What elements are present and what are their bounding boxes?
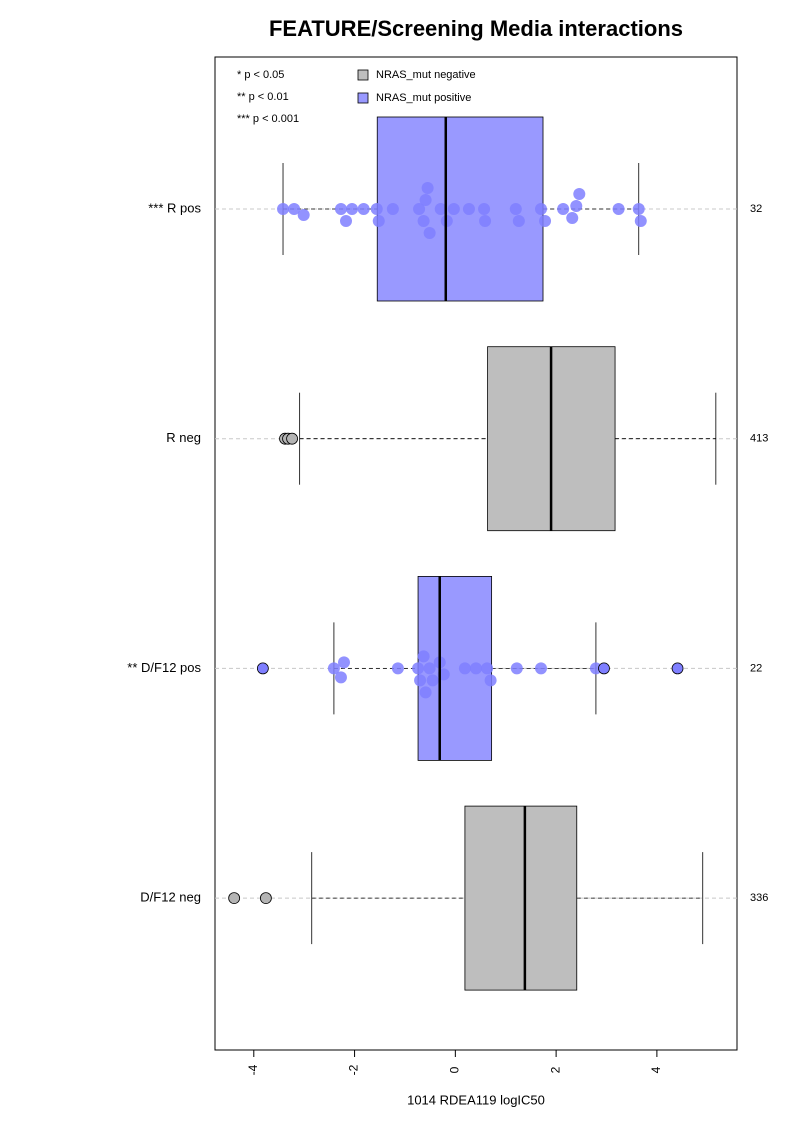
category-label: D/F12 neg <box>140 890 201 905</box>
point <box>372 215 385 227</box>
chart-title: FEATURE/Screening Media interactions <box>269 16 683 41</box>
count-label: 32 <box>750 203 762 215</box>
point <box>534 662 547 675</box>
point <box>510 662 523 675</box>
point <box>334 203 347 215</box>
point <box>337 656 350 669</box>
point <box>566 212 579 224</box>
count-label: 336 <box>750 892 768 904</box>
point <box>478 203 491 215</box>
point <box>357 203 370 215</box>
outlier <box>671 662 684 675</box>
legend-label: NRAS_mut positive <box>376 92 471 104</box>
point <box>340 215 353 227</box>
point <box>481 662 494 675</box>
point <box>423 227 436 239</box>
point <box>632 203 645 215</box>
legend-swatch <box>357 92 369 104</box>
box <box>464 805 578 991</box>
outlier <box>598 662 610 675</box>
x-tick-label: 2 <box>548 1066 562 1073</box>
point <box>509 203 522 215</box>
significance-legend: *** p < 0.001 <box>237 113 299 125</box>
point <box>470 662 482 675</box>
point <box>413 203 426 215</box>
x-tick-label: -4 <box>246 1064 260 1075</box>
count-label: 22 <box>750 662 762 674</box>
point <box>423 662 436 675</box>
point <box>426 674 439 687</box>
point <box>512 215 525 227</box>
outlier <box>259 892 272 904</box>
point <box>634 215 647 227</box>
legend-label: NRAS_mut negative <box>376 69 476 81</box>
point <box>570 200 583 212</box>
legend-swatch <box>357 69 369 81</box>
point <box>534 203 547 215</box>
point <box>484 674 497 687</box>
significance-legend: * p < 0.05 <box>237 69 284 81</box>
point <box>386 203 399 215</box>
significance-legend: ** p < 0.01 <box>237 91 289 103</box>
outlier <box>228 892 241 904</box>
point <box>297 209 310 221</box>
point <box>417 650 430 663</box>
category-label: *** R pos <box>148 200 201 215</box>
point <box>277 203 290 215</box>
count-label: 413 <box>750 433 768 445</box>
point <box>391 662 404 675</box>
point <box>417 215 430 227</box>
category-label: R neg <box>166 430 201 445</box>
point <box>434 203 447 215</box>
point <box>334 671 347 684</box>
x-axis-label: 1014 RDEA119 logIC50 <box>407 1092 545 1107</box>
point <box>288 203 301 215</box>
point <box>419 686 432 699</box>
point <box>370 203 383 215</box>
point <box>539 215 552 227</box>
point <box>462 203 475 215</box>
point <box>557 203 570 215</box>
point <box>447 203 460 215</box>
point <box>421 182 434 194</box>
point <box>327 662 340 675</box>
category-label: ** D/F12 pos <box>127 660 201 675</box>
x-tick-label: 0 <box>448 1066 462 1073</box>
point <box>573 188 586 200</box>
point <box>414 674 427 687</box>
point <box>346 203 359 215</box>
point <box>479 215 492 227</box>
point <box>412 662 425 675</box>
point <box>419 194 432 206</box>
x-tick-label: 4 <box>649 1066 663 1073</box>
outlier <box>256 662 269 675</box>
outlier <box>286 432 298 445</box>
point <box>458 662 471 675</box>
x-tick-label: -2 <box>347 1064 361 1075</box>
point <box>612 203 625 215</box>
